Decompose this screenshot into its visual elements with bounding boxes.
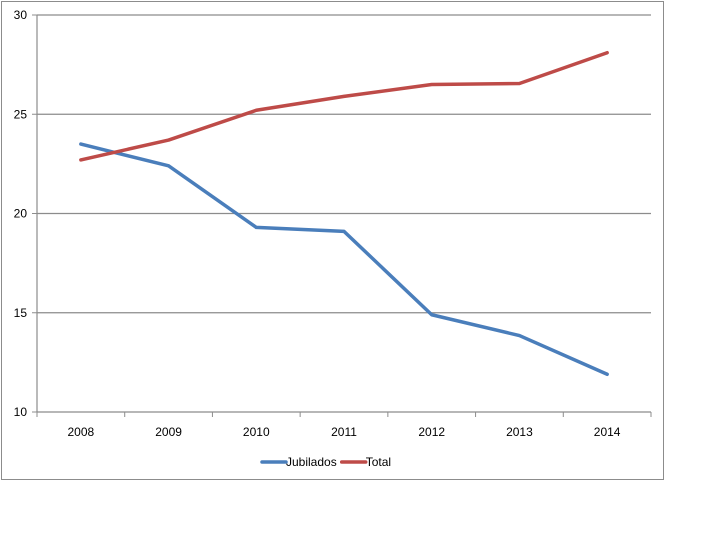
data-point-jubilados bbox=[517, 334, 521, 338]
y-tick-label: 25 bbox=[14, 107, 28, 121]
y-tick-label: 10 bbox=[14, 405, 28, 419]
x-tick-label: 2008 bbox=[68, 425, 95, 439]
data-point-jubilados bbox=[342, 229, 346, 233]
y-tick-label: 15 bbox=[14, 306, 28, 320]
data-point-jubilados bbox=[605, 372, 609, 376]
data-point-total bbox=[167, 138, 171, 142]
legend-label-total: Total bbox=[366, 455, 391, 469]
data-point-jubilados bbox=[430, 313, 434, 317]
data-point-total bbox=[254, 108, 258, 112]
data-point-jubilados bbox=[167, 164, 171, 168]
x-tick-label: 2010 bbox=[243, 425, 270, 439]
legend-label-jubilados: Jubilados bbox=[286, 455, 337, 469]
x-tick-label: 2011 bbox=[331, 425, 357, 439]
axes bbox=[32, 14, 652, 417]
series-lines bbox=[79, 50, 609, 377]
y-tick-label: 30 bbox=[14, 8, 28, 22]
data-point-jubilados bbox=[79, 142, 83, 146]
data-point-total bbox=[517, 81, 521, 85]
y-tick-label: 20 bbox=[14, 207, 28, 221]
x-tick-label: 2012 bbox=[418, 425, 445, 439]
data-point-total bbox=[430, 82, 434, 86]
data-point-total bbox=[342, 94, 346, 98]
data-point-total bbox=[79, 158, 83, 162]
data-point-total bbox=[605, 51, 609, 55]
tick-labels: 10 15 20 25 30 2008 2009 2010 2011 2012 2013 2014 bbox=[14, 8, 621, 439]
series-line-jubilados bbox=[79, 142, 609, 377]
data-point-jubilados bbox=[254, 225, 258, 229]
x-tick-label: 2013 bbox=[506, 425, 533, 439]
x-tick-label: 2009 bbox=[155, 425, 182, 439]
x-tick-label: 2014 bbox=[594, 425, 621, 439]
series-line-total bbox=[79, 50, 609, 162]
legend: Jubilados Total bbox=[260, 455, 391, 469]
gridlines bbox=[37, 14, 651, 314]
chart-frame bbox=[1, 1, 664, 480]
